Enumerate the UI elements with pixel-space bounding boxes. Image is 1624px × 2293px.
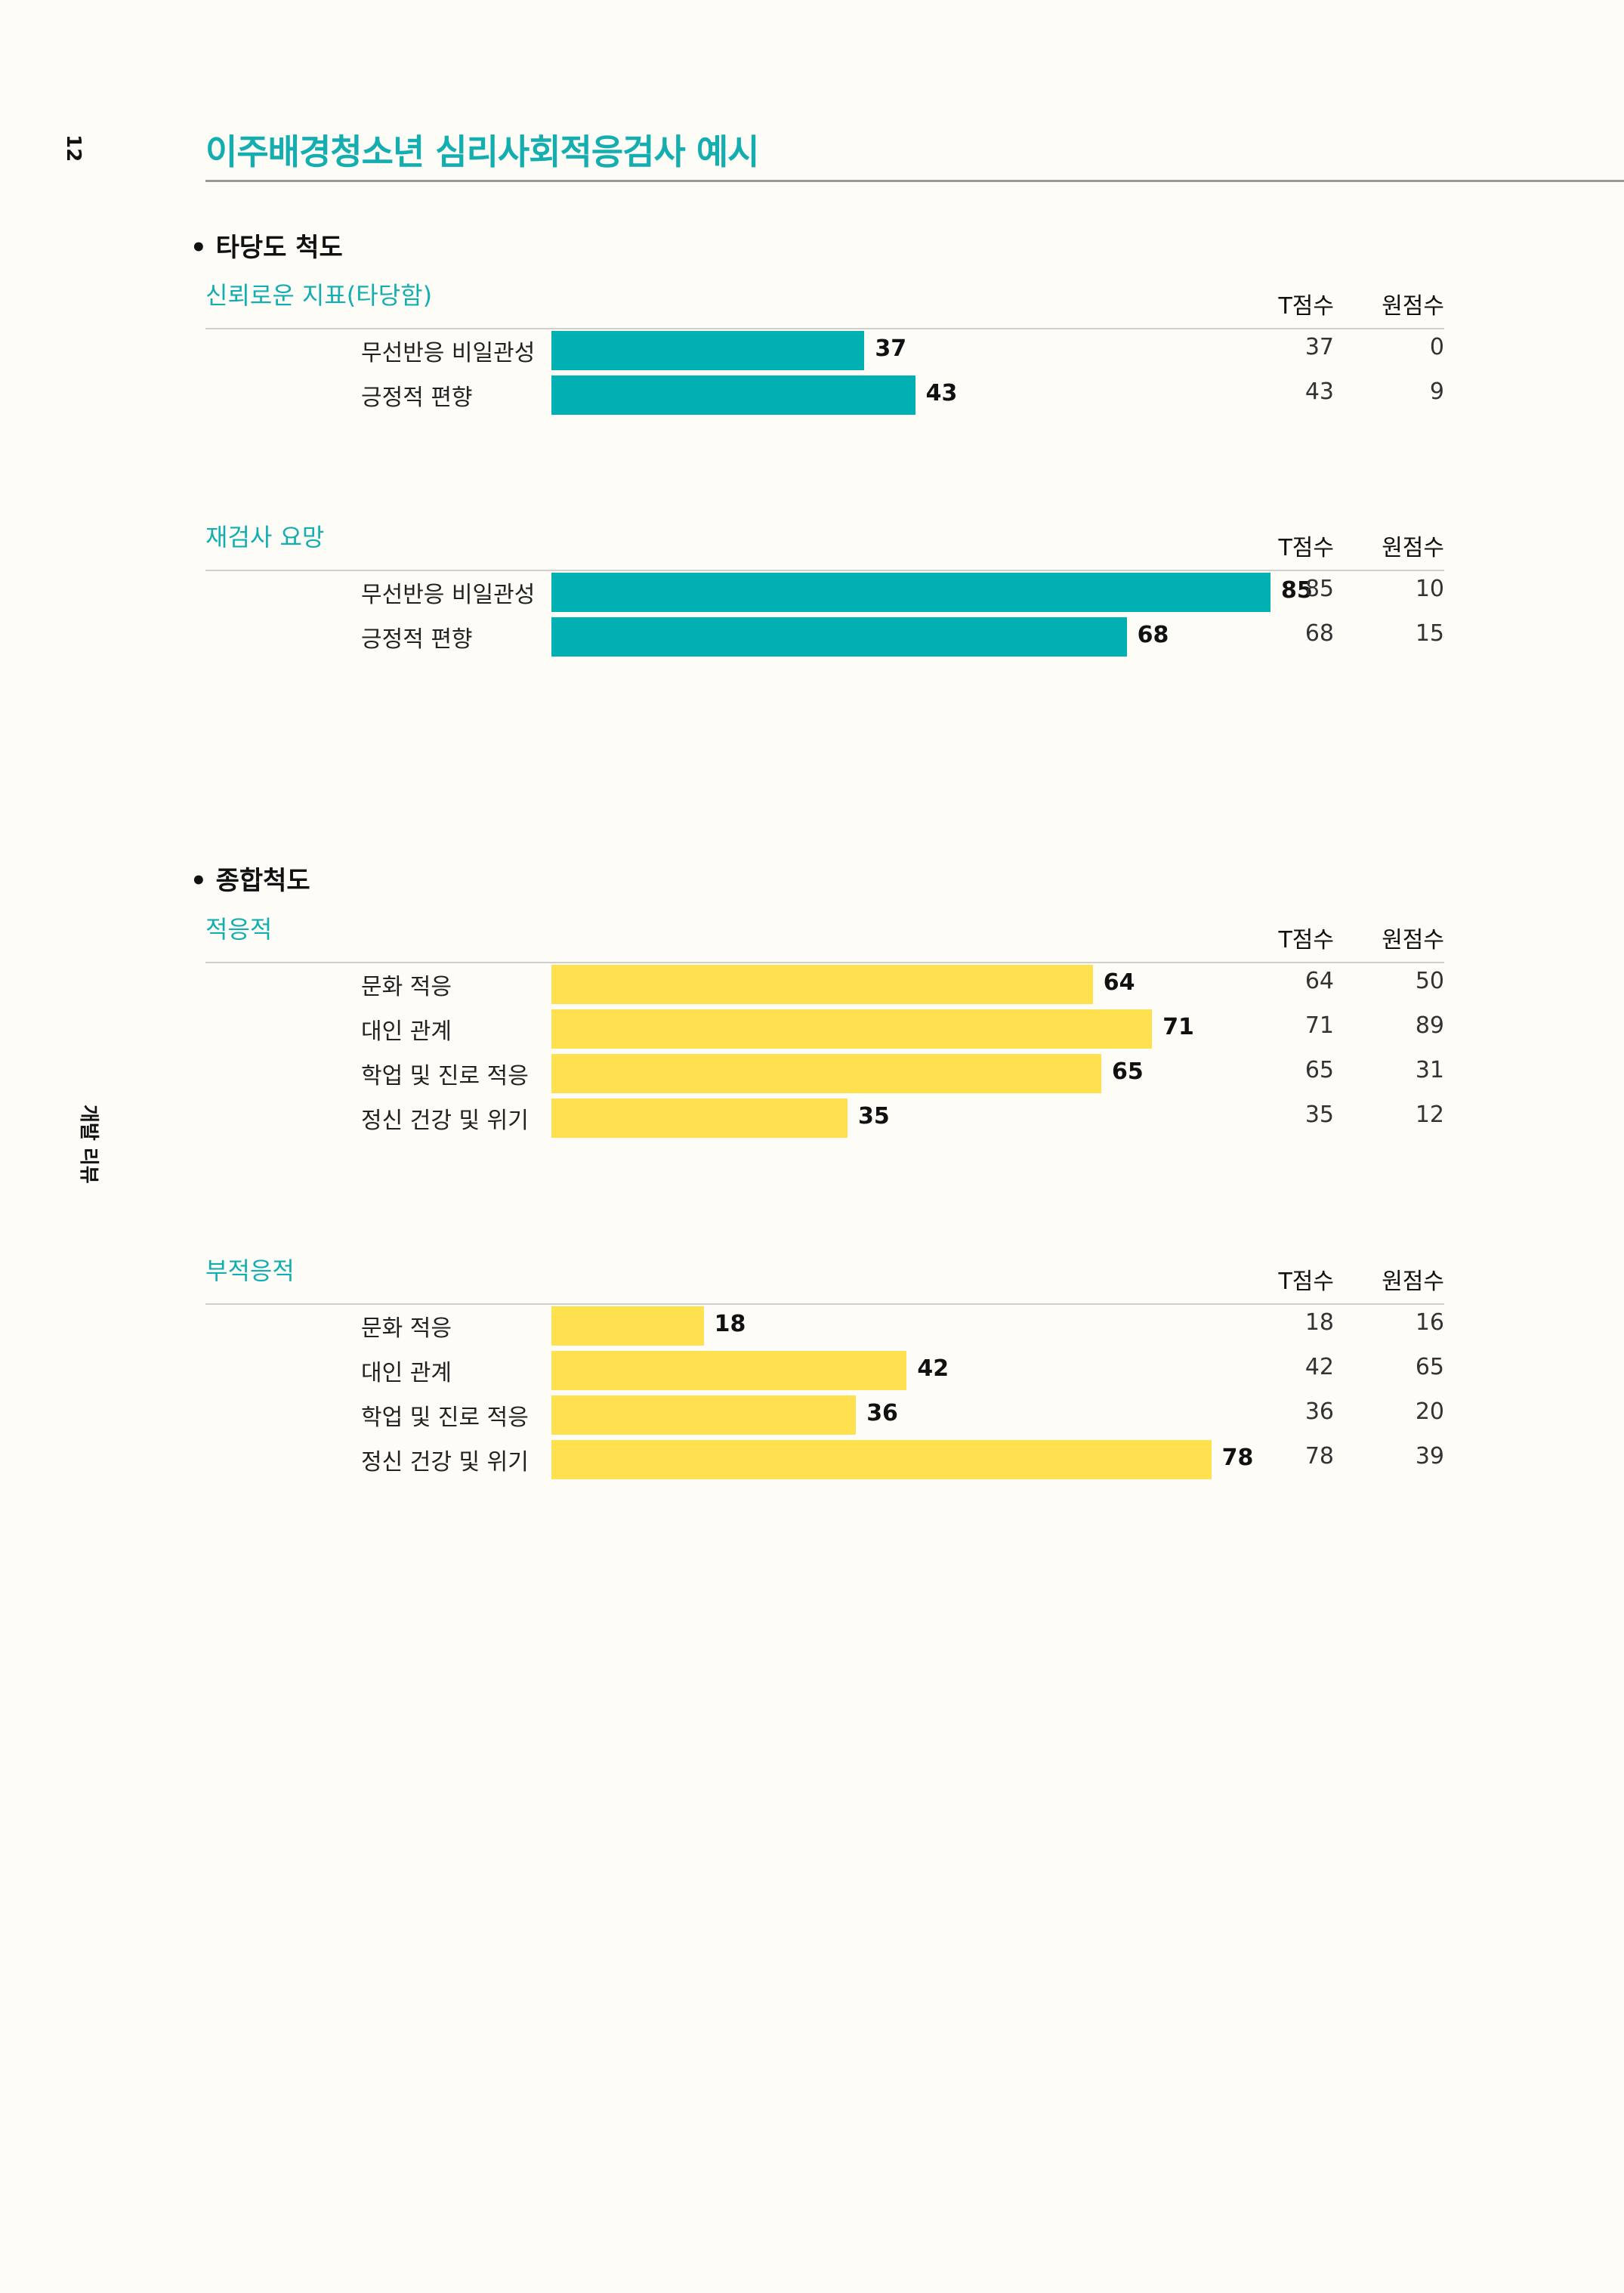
title-divider [205, 180, 1624, 182]
bar-value-label: 42 [917, 1355, 949, 1382]
chart-row: 정신 건강 및 위기 78 78 39 [205, 1439, 1444, 1483]
page-number: 12 [62, 134, 85, 162]
category-label: 정신 건강 및 위기 [361, 1108, 529, 1134]
chart-row: 학업 및 진로 적응 36 36 20 [205, 1394, 1444, 1439]
raw-score-value: 16 [1415, 1309, 1444, 1336]
bar [551, 375, 915, 415]
raw-score-value: 89 [1415, 1012, 1444, 1039]
bar [551, 1009, 1153, 1049]
column-header-raw-score: 원점수 [1382, 1269, 1444, 1295]
side-section-label: 개발 리뷰 [77, 1105, 100, 1184]
t-score-value: 35 [1304, 1102, 1334, 1128]
chart-row: 대인 관계 42 42 65 [205, 1349, 1444, 1394]
bar [551, 1395, 857, 1435]
header-divider [205, 328, 1444, 329]
chart-rows: 문화 적응 64 64 50 대인 관계 71 71 89 학업 및 진로 적응 65 65 31 정신… [205, 963, 1444, 1142]
chart-title: 부적응적 [205, 1256, 295, 1285]
chart-title: 신뢰로운 지표(타당함) [205, 281, 433, 310]
chart-row: 긍정적 편향 43 43 9 [205, 374, 1444, 419]
header-divider [205, 1303, 1444, 1305]
chart-row: 정신 건강 및 위기 35 35 12 [205, 1097, 1444, 1142]
t-score-value: 36 [1304, 1398, 1334, 1425]
chart-rows: 문화 적응 18 18 16 대인 관계 42 42 65 학업 및 진로 적응 36 36 20 정신… [205, 1305, 1444, 1483]
bar [551, 1099, 848, 1138]
bar-value-label: 35 [858, 1103, 890, 1130]
raw-score-value: 50 [1415, 968, 1444, 994]
category-label: 학업 및 진로 적응 [361, 1405, 529, 1431]
category-label: 긍정적 편향 [361, 626, 473, 653]
t-score-value: 64 [1304, 968, 1334, 994]
raw-score-value: 9 [1429, 379, 1444, 405]
t-score-value: 78 [1304, 1443, 1334, 1469]
chart-row: 대인 관계 71 71 89 [205, 1008, 1444, 1052]
section-heading-validity: • 타당도 척도 [190, 233, 343, 263]
category-label: 무선반응 비일관성 [361, 582, 536, 608]
t-score-value: 37 [1304, 334, 1334, 360]
column-header-raw-score: 원점수 [1382, 927, 1444, 953]
bar-value-label: 64 [1103, 969, 1135, 996]
category-label: 대인 관계 [361, 1018, 452, 1045]
category-label: 문화 적응 [361, 974, 452, 1000]
bar [551, 1351, 907, 1390]
chart-rows: 무선반응 비일관성 85 85 10 긍정적 편향 68 68 15 [205, 571, 1444, 660]
bar [551, 617, 1127, 657]
raw-score-value: 12 [1415, 1102, 1444, 1128]
t-score-value: 71 [1304, 1012, 1334, 1039]
category-label: 무선반응 비일관성 [361, 340, 536, 366]
bar-value-label: 71 [1162, 1014, 1194, 1040]
category-label: 문화 적응 [361, 1315, 452, 1342]
column-header-raw-score: 원점수 [1382, 293, 1444, 320]
column-header-t-score: T점수 [1278, 927, 1334, 953]
bar-value-label: 18 [714, 1311, 746, 1337]
bar [551, 1306, 704, 1346]
bar-value-label: 37 [875, 335, 907, 362]
t-score-value: 18 [1304, 1309, 1334, 1336]
bar [551, 1054, 1101, 1093]
chart-row: 무선반응 비일관성 85 85 10 [205, 571, 1444, 616]
column-header-raw-score: 원점수 [1382, 535, 1444, 561]
t-score-value: 85 [1304, 576, 1334, 602]
bar-value-label: 85 [1281, 577, 1313, 604]
bar-value-label: 78 [1221, 1445, 1254, 1471]
raw-score-value: 65 [1415, 1354, 1444, 1380]
category-label: 대인 관계 [361, 1360, 452, 1386]
raw-score-value: 15 [1415, 620, 1444, 647]
bar-value-label: 68 [1137, 622, 1169, 648]
category-label: 긍정적 편향 [361, 385, 473, 411]
t-score-value: 68 [1304, 620, 1334, 647]
chart-title: 재검사 요망 [205, 523, 325, 552]
chart-row: 학업 및 진로 적응 65 65 31 [205, 1052, 1444, 1097]
column-header-t-score: T점수 [1278, 1269, 1334, 1295]
bar [551, 331, 865, 370]
chart-row: 문화 적응 18 18 16 [205, 1305, 1444, 1349]
bar [551, 1440, 1212, 1479]
bar [551, 573, 1270, 612]
column-header-t-score: T점수 [1278, 535, 1334, 561]
bar-value-label: 65 [1112, 1058, 1144, 1085]
raw-score-value: 0 [1429, 334, 1444, 360]
section-heading-composite: • 종합척도 [190, 866, 310, 896]
chart-title: 적응적 [205, 915, 273, 944]
raw-score-value: 20 [1415, 1398, 1444, 1425]
chart-rows: 무선반응 비일관성 37 37 0 긍정적 편향 43 43 9 [205, 329, 1444, 419]
bar-value-label: 36 [866, 1400, 898, 1426]
header-divider [205, 570, 1444, 571]
raw-score-value: 10 [1415, 576, 1444, 602]
chart-row: 무선반응 비일관성 37 37 0 [205, 329, 1444, 374]
t-score-value: 65 [1304, 1057, 1334, 1083]
t-score-value: 42 [1304, 1354, 1334, 1380]
t-score-value: 43 [1304, 379, 1334, 405]
header-divider [205, 962, 1444, 963]
chart-row: 긍정적 편향 68 68 15 [205, 616, 1444, 660]
raw-score-value: 31 [1415, 1057, 1444, 1083]
bar-value-label: 43 [925, 380, 958, 406]
category-label: 정신 건강 및 위기 [361, 1449, 529, 1476]
chart-row: 문화 적응 64 64 50 [205, 963, 1444, 1008]
page-title: 이주배경청소년 심리사회적응검사 예시 [205, 131, 759, 172]
raw-score-value: 39 [1415, 1443, 1444, 1469]
column-header-t-score: T점수 [1278, 293, 1334, 320]
category-label: 학업 및 진로 적응 [361, 1063, 529, 1089]
bar [551, 965, 1093, 1004]
